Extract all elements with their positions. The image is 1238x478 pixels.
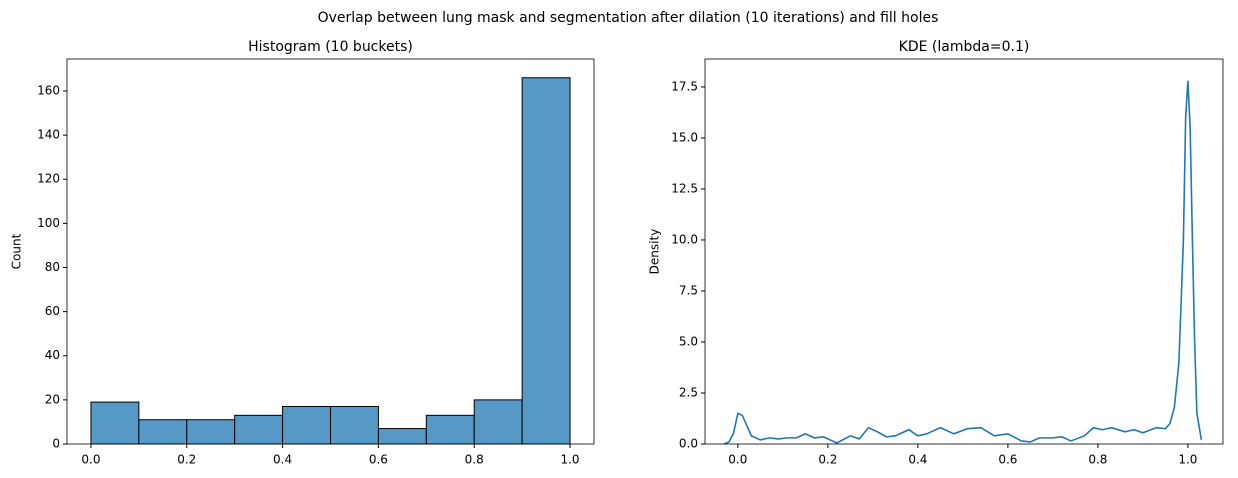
y-tick-label: 40 bbox=[45, 348, 60, 362]
y-tick-label: 100 bbox=[37, 216, 60, 230]
axes-frame bbox=[66, 58, 595, 445]
bar bbox=[186, 419, 236, 445]
bar bbox=[282, 405, 332, 445]
y-tick-label: 0 bbox=[52, 437, 60, 451]
x-tick-label: 0.0 bbox=[81, 453, 100, 467]
y-tick-label: 15.0 bbox=[671, 130, 698, 144]
y-axis-label: Count bbox=[10, 233, 24, 269]
y-tick-label: 5.0 bbox=[679, 334, 698, 348]
y-tick-label: 12.5 bbox=[671, 181, 698, 195]
y-tick-label: 140 bbox=[37, 128, 60, 142]
bar bbox=[138, 419, 188, 445]
x-tick-label: 1.0 bbox=[1178, 453, 1197, 467]
x-tick-label: 0.2 bbox=[177, 453, 196, 467]
bar bbox=[330, 405, 379, 445]
bar bbox=[473, 399, 523, 445]
x-tick-label: 0.0 bbox=[728, 453, 747, 467]
y-tick-label: 20 bbox=[45, 392, 60, 406]
x-tick-label: 0.8 bbox=[1088, 453, 1107, 467]
y-tick-label: 7.5 bbox=[679, 283, 698, 297]
y-tick-label: 17.5 bbox=[671, 79, 698, 93]
subplot-title: KDE (lambda=0.1) bbox=[899, 39, 1030, 55]
figure-title: Overlap between lung mask and segmentati… bbox=[318, 10, 939, 26]
axes-frame bbox=[704, 58, 1224, 445]
y-tick-label: 120 bbox=[37, 172, 60, 186]
y-tick-label: 60 bbox=[45, 304, 60, 318]
bar bbox=[234, 414, 284, 445]
y-tick-label: 80 bbox=[45, 260, 60, 274]
x-tick-label: 0.4 bbox=[273, 453, 292, 467]
y-tick-label: 160 bbox=[37, 83, 60, 97]
x-tick-label: 0.8 bbox=[465, 453, 484, 467]
x-tick-label: 0.2 bbox=[818, 453, 837, 467]
bar bbox=[90, 401, 140, 445]
x-tick-label: 0.4 bbox=[908, 453, 927, 467]
bar bbox=[425, 414, 475, 445]
y-tick-label: 10.0 bbox=[671, 232, 698, 246]
y-tick-label: 2.5 bbox=[679, 385, 698, 399]
subplot-title: Histogram (10 buckets) bbox=[248, 39, 413, 55]
bar bbox=[521, 77, 571, 445]
x-tick-label: 1.0 bbox=[560, 453, 579, 467]
y-tick-label: 0.0 bbox=[679, 437, 698, 451]
bar bbox=[377, 428, 427, 445]
kde-line bbox=[724, 80, 1203, 445]
x-tick-label: 0.6 bbox=[369, 453, 388, 467]
y-axis-label: Density bbox=[648, 229, 662, 275]
x-tick-label: 0.6 bbox=[998, 453, 1017, 467]
